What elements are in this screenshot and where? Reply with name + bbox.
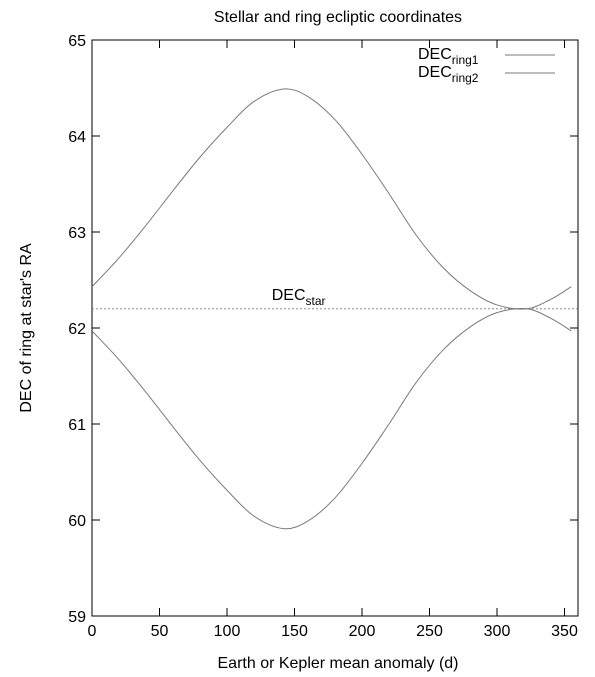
chart-title: Stellar and ring ecliptic coordinates [214,9,462,26]
series-line-dec-ring1 [91,88,572,310]
x-axis: 0 50 100 150 200 250 300 350 [88,40,578,640]
y-tick-label: 59 [68,609,86,626]
annotation-layer: DECstar [272,287,326,308]
y-axis: 59 60 61 62 63 64 65 [68,33,578,626]
legend-label-ring2: DECring2 [418,64,479,85]
y-axis-title: DEC of ring at star's RA [18,243,35,413]
x-tick-label: 300 [484,623,511,640]
y-tick-label: 62 [68,321,86,338]
legend-label-ring1: DECring1 [418,46,479,67]
y-tick-label: 60 [68,513,86,530]
series-line-dec-ring2 [91,308,572,530]
x-tick-label: 150 [281,623,308,640]
plot-frame [91,39,579,617]
x-tick-label: 250 [416,623,443,640]
x-tick-label: 100 [214,623,241,640]
x-tick-label: 350 [551,623,578,640]
x-tick-label: 50 [151,623,169,640]
series-layer [91,88,578,530]
y-tick-label: 64 [68,129,86,146]
y-tick-label: 63 [68,225,86,242]
x-tick-label: 200 [349,623,376,640]
y-tick-label: 61 [68,417,86,434]
x-tick-label: 0 [88,623,97,640]
x-axis-title: Earth or Kepler mean anomaly (d) [218,655,459,672]
annotation-dec-star: DECstar [272,287,326,308]
y-tick-label: 65 [68,33,86,50]
